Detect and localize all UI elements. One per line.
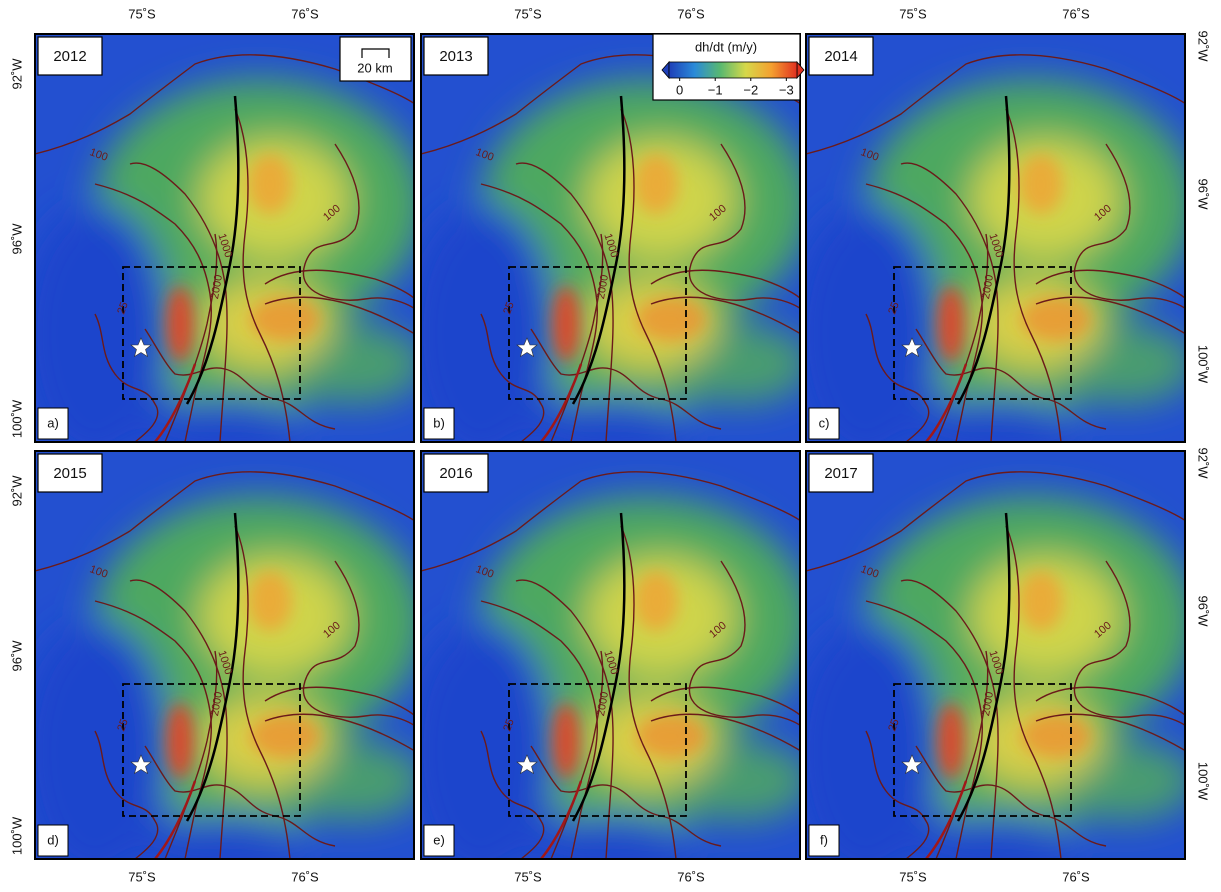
map-panel: 10010010002000252015 d) 75˚S 76˚S 92˚W 96˚W 10… xyxy=(9,451,425,884)
latitude-label: 76˚S xyxy=(291,869,319,884)
panel-year: 2015 xyxy=(53,465,86,482)
figure: 10010010002000252012a)20 km75˚S76˚S92˚W9… xyxy=(0,0,1221,892)
orange-zone xyxy=(1019,571,1063,631)
scale-label: 20 km xyxy=(357,60,392,75)
colorbar-tick-label: −1 xyxy=(708,82,723,97)
longitude-label: 92˚W xyxy=(1196,30,1211,62)
longitude-label: 92˚W xyxy=(9,475,24,507)
orange-zone xyxy=(634,154,678,214)
red-zone xyxy=(937,286,965,362)
map-field: 1001001000200025 xyxy=(20,451,425,881)
longitude-label: 96˚W xyxy=(1196,178,1211,210)
latitude-label: 76˚S xyxy=(1062,869,1090,884)
longitude-label: 100˚W xyxy=(1196,345,1211,384)
latitude-label: 76˚S xyxy=(291,6,319,21)
panel-letter: a) xyxy=(47,415,59,430)
colorbar xyxy=(669,62,797,78)
map-panel: 10010010002000252012 a) 20 km 75˚S 76˚S 92˚W 9… xyxy=(9,6,425,464)
longitude-label: 96˚W xyxy=(9,640,24,672)
panel-year: 2016 xyxy=(439,465,472,482)
red-zone xyxy=(166,703,194,779)
map-field: 1001001000200025 xyxy=(406,451,811,881)
panel-year: 2013 xyxy=(439,48,472,65)
orange-zone xyxy=(634,571,678,631)
latitude-label: 75˚S xyxy=(128,6,156,21)
orange-zone xyxy=(248,154,292,214)
longitude-label: 96˚W xyxy=(1196,595,1211,627)
latitude-label: 75˚S xyxy=(514,6,542,21)
longitude-label: 92˚W xyxy=(1196,447,1211,479)
panel-year: 2014 xyxy=(824,48,857,65)
panel-letter: c) xyxy=(819,415,830,430)
latitude-label: 75˚S xyxy=(514,869,542,884)
colorbar-tick-label: 0 xyxy=(676,82,683,97)
latitude-label: 76˚S xyxy=(677,869,705,884)
panel-letter: d) xyxy=(47,832,59,847)
red-zone xyxy=(166,286,194,362)
blue-zone xyxy=(145,816,305,876)
latitude-label: 75˚S xyxy=(128,869,156,884)
latitude-label: 76˚S xyxy=(1062,6,1090,21)
blue-zone xyxy=(916,816,1076,876)
map-panel: 10010010002000252016 e) 75˚S 76˚S xyxy=(406,451,811,884)
orange-zone xyxy=(248,571,292,631)
panel-year: 2017 xyxy=(824,465,857,482)
latitude-label: 76˚S xyxy=(677,6,705,21)
red-zone xyxy=(552,286,580,362)
panel-letter: e) xyxy=(433,832,445,847)
colorbar-title: dh/dt (m/y) xyxy=(695,39,757,54)
colorbar-tick-label: −2 xyxy=(743,82,758,97)
red-zone xyxy=(552,703,580,779)
longitude-label: 100˚W xyxy=(1196,762,1211,801)
colorbar-tick-label: −3 xyxy=(779,82,794,97)
panel-letter: b) xyxy=(433,415,445,430)
longitude-label: 92˚W xyxy=(9,58,24,90)
latitude-label: 75˚S xyxy=(899,6,927,21)
longitude-label: 100˚W xyxy=(9,399,24,438)
orange-zone xyxy=(1019,154,1063,214)
panel-letter: f) xyxy=(820,832,828,847)
longitude-label: 96˚W xyxy=(9,223,24,255)
latitude-label: 75˚S xyxy=(899,869,927,884)
panel-year: 2012 xyxy=(53,48,86,65)
blue-zone xyxy=(531,816,691,876)
longitude-label: 100˚W xyxy=(9,816,24,855)
red-zone xyxy=(937,703,965,779)
